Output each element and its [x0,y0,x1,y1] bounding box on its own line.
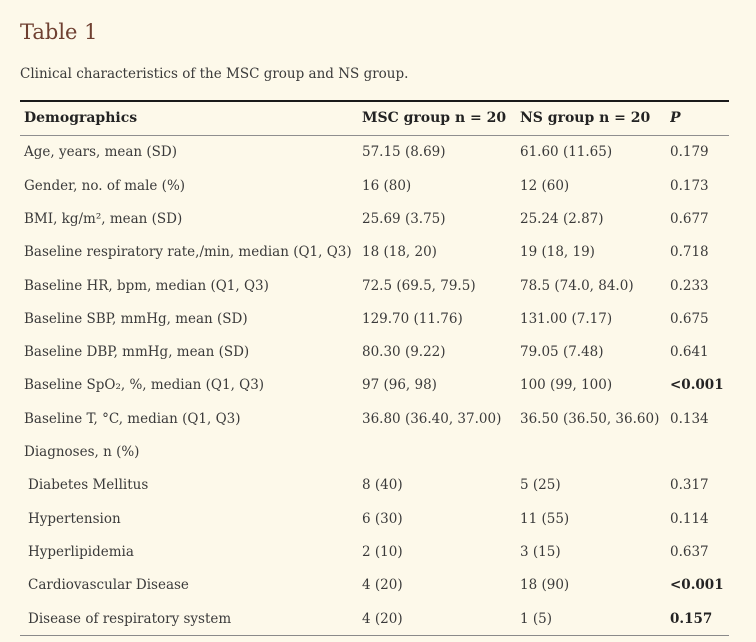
table-row: Cardiovascular Disease 4 (20) 18 (90) <0… [20,569,729,602]
ns-group-value: 78.5 (74.0, 84.0) [520,277,634,294]
msc-group-value: 2 (10) [362,543,403,560]
p-value: <0.001 [670,577,724,594]
table-row: Gender, no. of male (%) 16 (80) 12 (60) … [20,169,729,202]
msc-group-value: 129.70 (11.76) [362,310,463,327]
ns-group-value: 61.60 (11.65) [520,144,613,161]
row-label: Disease of respiratory system [28,610,232,627]
ns-group-value: 100 (99, 100) [520,377,613,394]
table-caption: Clinical characteristics of the MSC grou… [20,66,409,83]
row-label: Baseline HR, bpm, median (Q1, Q3) [24,277,269,294]
row-label: Diagnoses, n (%) [24,444,140,461]
msc-group-value: 6 (30) [362,510,403,527]
p-value: 0.173 [670,177,709,194]
table-row: Disease of respiratory system 4 (20) 1 (… [20,602,729,636]
table-row: Hyperlipidemia 2 (10) 3 (15) 0.637 [20,535,729,568]
p-value [670,435,729,468]
p-value: 0.114 [670,510,709,527]
row-label: BMI, kg/m², mean (SD) [24,210,183,227]
row-label: Baseline SpO₂, %, median (Q1, Q3) [24,377,265,394]
row-label: Baseline SBP, mmHg, mean (SD) [24,310,248,327]
table-row: Baseline respiratory rate,/min, median (… [20,236,729,269]
row-label: Diabetes Mellitus [28,477,149,494]
p-value: 0.641 [670,344,709,361]
msc-group-value: 16 (80) [362,177,412,194]
msc-group-value: 80.30 (9.22) [362,344,446,361]
ns-group-value: 25.24 (2.87) [520,210,604,227]
table-header-row: Demographics MSC group n = 20 NS group n… [20,100,729,136]
row-label: Hypertension [28,510,121,527]
p-value: 0.637 [670,543,709,560]
ns-group-value: 11 (55) [520,510,570,527]
p-value: 0.317 [670,477,709,494]
row-label: Baseline respiratory rate,/min, median (… [24,244,352,261]
msc-group-value: 4 (20) [362,610,403,627]
ns-group-value: 18 (90) [520,577,570,594]
msc-group-value: 18 (18, 20) [362,244,437,261]
msc-group-value: 72.5 (69.5, 79.5) [362,277,476,294]
msc-group-value: 4 (20) [362,577,403,594]
msc-group-value: 8 (40) [362,477,403,494]
p-value: 0.157 [670,610,713,627]
msc-group-value: 97 (96, 98) [362,377,437,394]
table-row: Hypertension 6 (30) 11 (55) 0.114 [20,502,729,535]
column-header-ns-group: NS group n = 20 [520,100,670,136]
table-body: Age, years, mean (SD) 57.15 (8.69) 61.60… [20,135,729,635]
ns-group-value: 3 (15) [520,543,561,560]
p-value: 0.233 [670,277,709,294]
ns-group-value: 36.50 (36.50, 36.60) [520,410,660,427]
ns-group-value: 12 (60) [520,177,570,194]
table-row: Baseline HR, bpm, median (Q1, Q3) 72.5 (… [20,269,729,302]
table-row: Baseline T, °C, median (Q1, Q3) 36.80 (3… [20,402,729,435]
column-header-demographics: Demographics [20,100,362,136]
msc-group-value: 25.69 (3.75) [362,210,446,227]
table-row: Diabetes Mellitus 8 (40) 5 (25) 0.317 [20,469,729,502]
ns-group-value: 131.00 (7.17) [520,310,613,327]
p-value: 0.179 [670,144,709,161]
p-value: 0.134 [670,410,709,427]
p-value: 0.718 [670,244,709,261]
row-label: Gender, no. of male (%) [24,177,186,194]
column-header-p-value: P [670,100,729,136]
msc-group-value: 57.15 (8.69) [362,144,446,161]
row-label: Baseline DBP, mmHg, mean (SD) [24,344,250,361]
table-row: BMI, kg/m², mean (SD) 25.69 (3.75) 25.24… [20,202,729,235]
ns-group-value: 19 (18, 19) [520,244,595,261]
msc-group-value [362,435,520,468]
column-header-msc-group: MSC group n = 20 [362,100,520,136]
table-title: Table 1 [20,20,98,44]
ns-group-value: 79.05 (7.48) [520,344,604,361]
p-value: 0.675 [670,310,709,327]
row-label: Hyperlipidemia [28,543,134,560]
ns-group-value [520,435,670,468]
p-value: <0.001 [670,377,724,394]
row-label: Cardiovascular Disease [28,577,189,594]
p-value: 0.677 [670,210,709,227]
table-row: Diagnoses, n (%) [20,435,729,468]
clinical-characteristics-table: Demographics MSC group n = 20 NS group n… [20,99,729,637]
table-row: Baseline DBP, mmHg, mean (SD) 80.30 (9.2… [20,335,729,368]
table-row: Age, years, mean (SD) 57.15 (8.69) 61.60… [20,135,729,169]
ns-group-value: 1 (5) [520,610,553,627]
msc-group-value: 36.80 (36.40, 37.00) [362,410,502,427]
ns-group-value: 5 (25) [520,477,561,494]
row-label: Age, years, mean (SD) [24,144,178,161]
table-row: Baseline SBP, mmHg, mean (SD) 129.70 (11… [20,302,729,335]
row-label: Baseline T, °C, median (Q1, Q3) [24,410,241,427]
table-row: Baseline SpO₂, %, median (Q1, Q3) 97 (96… [20,369,729,402]
